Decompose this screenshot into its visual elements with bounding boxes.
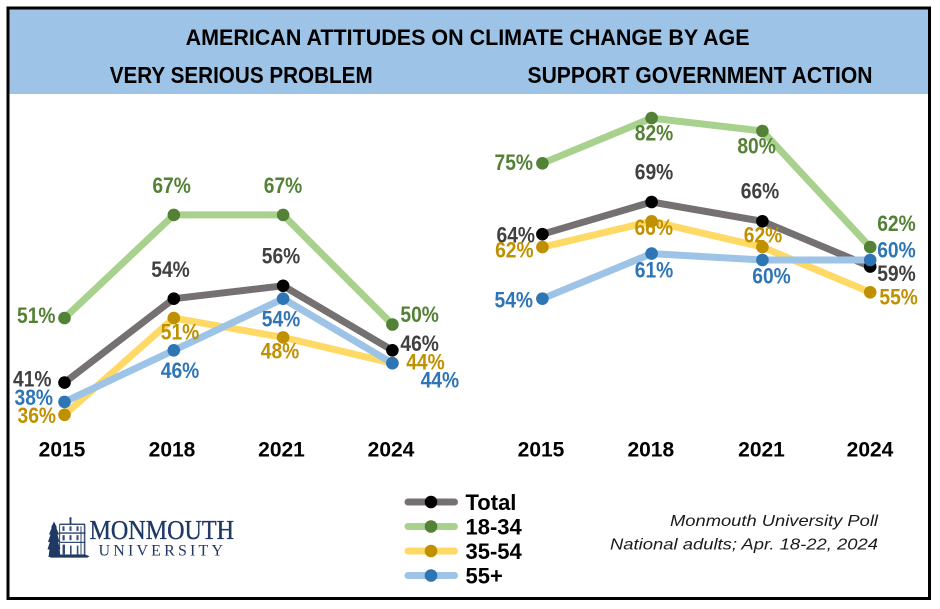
svg-text:18-34: 18-34 — [466, 515, 523, 540]
svg-text:62%: 62% — [744, 223, 783, 248]
svg-text:55%: 55% — [879, 284, 918, 309]
svg-text:MONMOUTH: MONMOUTH — [90, 514, 235, 545]
svg-text:46%: 46% — [161, 358, 200, 383]
svg-text:38%: 38% — [15, 385, 54, 410]
svg-text:62%: 62% — [877, 211, 916, 236]
svg-text:66%: 66% — [634, 215, 673, 240]
svg-text:61%: 61% — [635, 258, 674, 283]
svg-text:55+: 55+ — [466, 564, 503, 589]
svg-text:Monmouth University Poll: Monmouth University Poll — [670, 513, 879, 530]
svg-text:54%: 54% — [262, 307, 301, 332]
svg-text:64%: 64% — [497, 223, 536, 248]
svg-text:60%: 60% — [752, 263, 791, 288]
svg-text:51%: 51% — [161, 320, 200, 345]
svg-text:2015: 2015 — [39, 439, 86, 462]
svg-text:SUPPORT GOVERNMENT ACTION: SUPPORT GOVERNMENT ACTION — [528, 62, 873, 88]
svg-text:69%: 69% — [635, 160, 674, 185]
svg-text:41%: 41% — [13, 367, 52, 392]
svg-text:62%: 62% — [495, 237, 534, 262]
svg-text:2021: 2021 — [738, 439, 785, 462]
svg-text:44%: 44% — [421, 368, 460, 393]
svg-text:VERY SERIOUS PROBLEM: VERY SERIOUS PROBLEM — [110, 62, 373, 88]
svg-text:National adults; Apr. 18-22, 2: National adults; Apr. 18-22, 2024 — [610, 537, 878, 554]
svg-text:AMERICAN ATTITUDES ON CLIMATE: AMERICAN ATTITUDES ON CLIMATE CHANGE BY … — [186, 25, 750, 50]
svg-text:35-54: 35-54 — [466, 539, 523, 564]
svg-text:36%: 36% — [18, 403, 57, 428]
svg-text:2024: 2024 — [368, 439, 415, 462]
svg-text:67%: 67% — [264, 173, 303, 198]
svg-text:Total: Total — [466, 490, 517, 515]
svg-text:48%: 48% — [261, 339, 300, 364]
svg-text:67%: 67% — [152, 173, 191, 198]
svg-text:2015: 2015 — [518, 439, 565, 462]
svg-text:2024: 2024 — [847, 439, 894, 462]
svg-text:2021: 2021 — [258, 439, 305, 462]
svg-text:75%: 75% — [495, 150, 534, 175]
svg-text:56%: 56% — [262, 244, 301, 269]
svg-text:50%: 50% — [400, 302, 439, 327]
svg-text:2018: 2018 — [627, 439, 674, 462]
svg-text:60%: 60% — [877, 238, 916, 263]
svg-text:54%: 54% — [495, 288, 534, 313]
svg-text:59%: 59% — [877, 261, 916, 286]
svg-text:82%: 82% — [635, 121, 674, 146]
svg-text:44%: 44% — [406, 350, 445, 375]
svg-text:80%: 80% — [737, 134, 776, 159]
svg-text:2018: 2018 — [149, 439, 196, 462]
svg-text:54%: 54% — [151, 257, 190, 282]
svg-text:66%: 66% — [741, 179, 780, 204]
svg-text:51%: 51% — [17, 303, 56, 328]
svg-text:46%: 46% — [400, 331, 439, 356]
